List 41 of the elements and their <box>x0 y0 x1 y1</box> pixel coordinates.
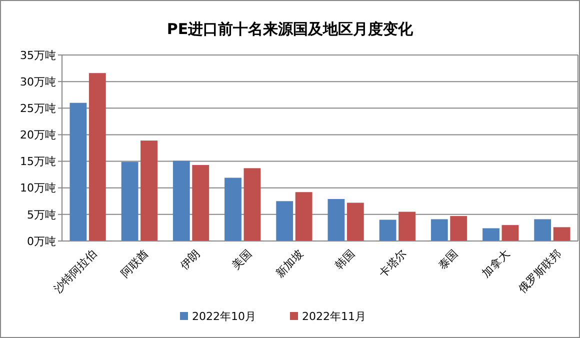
y-tick-label: 15万吨 <box>20 155 56 168</box>
bar <box>430 219 448 241</box>
y-tick-label: 5万吨 <box>27 208 56 222</box>
bar <box>553 227 570 241</box>
bar <box>450 216 468 241</box>
x-tick-label: 美国 <box>229 247 254 272</box>
x-tick-label: 伊朗 <box>178 247 203 272</box>
bar <box>346 202 364 241</box>
bar <box>192 165 210 241</box>
bar <box>482 228 500 241</box>
bar <box>244 168 261 241</box>
x-tick-label: 加拿大 <box>480 247 512 280</box>
y-tick-label: 0万吨 <box>27 234 56 248</box>
legend-label: 2022年10月 <box>192 310 256 323</box>
x-tick-label: 泰国 <box>436 247 461 272</box>
x-tick-label: 新加坡 <box>273 247 306 280</box>
y-tick-label: 10万吨 <box>20 182 56 195</box>
bar <box>121 162 138 241</box>
y-tick-label: 20万吨 <box>20 128 56 142</box>
y-tick-label: 25万吨 <box>20 102 56 115</box>
bar <box>379 220 396 241</box>
bar <box>70 102 87 241</box>
bar <box>88 73 106 241</box>
y-tick-label: 35万吨 <box>20 48 56 62</box>
x-tick-label: 韩国 <box>332 247 358 272</box>
bar <box>398 212 416 241</box>
bar <box>328 199 345 241</box>
bar <box>224 178 242 241</box>
x-tick-label: 沙特阿拉伯 <box>51 247 100 296</box>
y-tick-label: 30万吨 <box>20 75 56 88</box>
bar <box>172 160 190 241</box>
x-tick-label: 阿联酋 <box>118 247 151 280</box>
legend-label: 2022年11月 <box>302 310 366 323</box>
bar <box>140 140 158 241</box>
chart-title: PE进口前十名来源国及地区月度变化 <box>166 20 414 38</box>
bar <box>534 219 552 241</box>
x-tick-label: 卡塔尔 <box>376 247 409 280</box>
bar <box>276 201 294 241</box>
bar <box>502 225 519 241</box>
x-tick-label: 俄罗斯联邦 <box>516 247 564 296</box>
bar <box>295 192 312 241</box>
